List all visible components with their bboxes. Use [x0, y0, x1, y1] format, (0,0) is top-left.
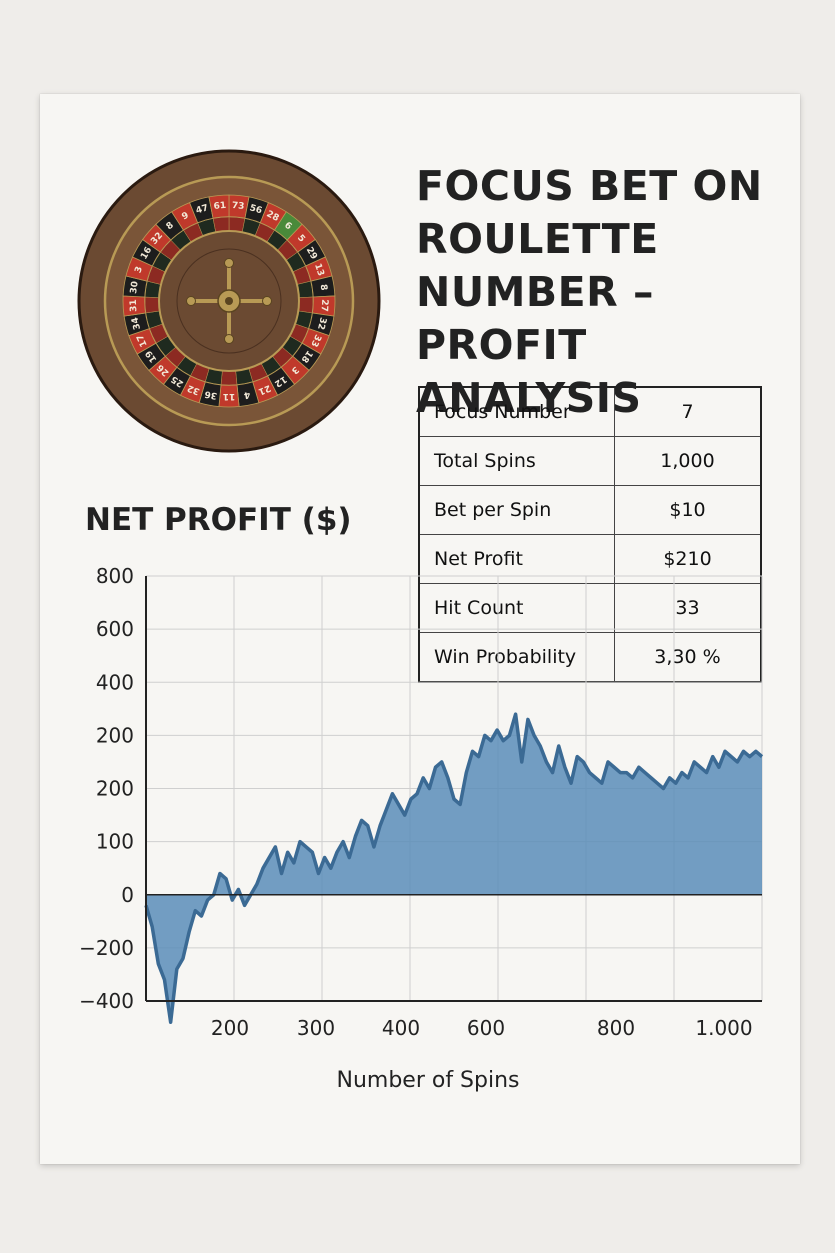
wheel-number: 8 [165, 220, 176, 232]
wheel-number: 11 [223, 391, 236, 401]
wheel-number: 27 [319, 299, 330, 312]
y-tick-label: 100 [96, 830, 134, 854]
stats-row: Win Probability 3,30 % [418, 632, 762, 683]
wheel-number: 33 [308, 333, 322, 349]
stats-table: Focus Number 7 Total Spins 1,000 Bet per Spi… [418, 386, 762, 683]
y-tick-label: −400 [79, 989, 134, 1013]
stats-row: Hit Count 33 [418, 583, 762, 633]
y-tick-label: −200 [79, 936, 134, 960]
stats-value: 7 [614, 386, 762, 437]
x-axis-label: Number of Spins [336, 1068, 519, 1093]
wheel-number: 5 [295, 233, 307, 244]
roulette-wheel-image: 73 56 286529138273233183122141136322526191… [77, 149, 381, 453]
chart-title: NET PROFIT ($) [85, 502, 352, 538]
wheel-track [144, 296, 160, 314]
wheel-number: 34 [130, 316, 143, 331]
x-tick-label: 800 [597, 1016, 635, 1040]
x-tick-label: 300 [297, 1016, 335, 1040]
wheel-number: 47 [195, 203, 210, 216]
wheel-track [298, 296, 314, 314]
profit-area [146, 714, 762, 1023]
y-tick-label: 200 [96, 723, 134, 747]
y-tick-label: 200 [96, 777, 134, 801]
stats-row: Focus Number 7 [418, 386, 762, 437]
wheel-number: 17 [135, 333, 149, 349]
wheel-number: 32 [186, 382, 201, 396]
y-tick-label: 0 [121, 883, 134, 907]
stats-value: $10 [614, 485, 762, 535]
stats-label: Win Probability [418, 632, 615, 683]
wheel-track [220, 370, 238, 386]
poster-card: 73 56 28 6 5 29 13 8 27 32 33 18 3 12 21 4 11 36 32 25 26 19 1… [40, 94, 800, 1164]
wheel-number: 3 [289, 364, 300, 376]
wheel-number: 56 [248, 203, 263, 216]
wheel-number: 36 [204, 388, 218, 400]
x-tick-label: 600 [467, 1016, 505, 1040]
wheel-number: 6 [282, 220, 293, 232]
y-tick-label: 600 [96, 617, 134, 641]
wheel-number: 3 [133, 265, 144, 274]
x-tick-label: 1.000 [695, 1016, 752, 1040]
stats-value: 33 [614, 583, 762, 633]
stats-label: Bet per Spin [418, 485, 615, 535]
wheel-number: 9 [180, 211, 190, 223]
wheel-number: 32 [315, 316, 328, 331]
stats-label: Hit Count [418, 583, 615, 633]
stats-label: Focus Number [418, 386, 615, 437]
wheel-track [212, 216, 230, 233]
wheel-number: 30 [129, 281, 141, 295]
wheel-number: 4 [243, 389, 251, 400]
wheel-number: 13 [312, 262, 326, 277]
stats-value: 3,30 % [614, 632, 762, 683]
wheel-number: 73 [231, 201, 244, 212]
y-tick-label: 800 [96, 564, 134, 588]
net-profit-chart: 800 600 400 200 200 100 0 −200 −400 200 300 400 600 8… [79, 564, 764, 1093]
x-tick-label: 400 [382, 1016, 420, 1040]
wheel-number: 31 [129, 299, 140, 312]
x-tick-label: 200 [211, 1016, 249, 1040]
y-tick-label: 400 [96, 670, 134, 694]
wheel-number: 8 [318, 284, 329, 292]
profit-line [144, 712, 764, 1024]
stats-value: 1,000 [614, 436, 762, 486]
stats-label: Total Spins [418, 436, 615, 486]
stats-row: Total Spins 1,000 [418, 436, 762, 486]
wheel-number: 61 [213, 201, 226, 212]
stats-row: Bet per Spin $10 [418, 485, 762, 535]
wheel-number: 21 [257, 382, 272, 396]
